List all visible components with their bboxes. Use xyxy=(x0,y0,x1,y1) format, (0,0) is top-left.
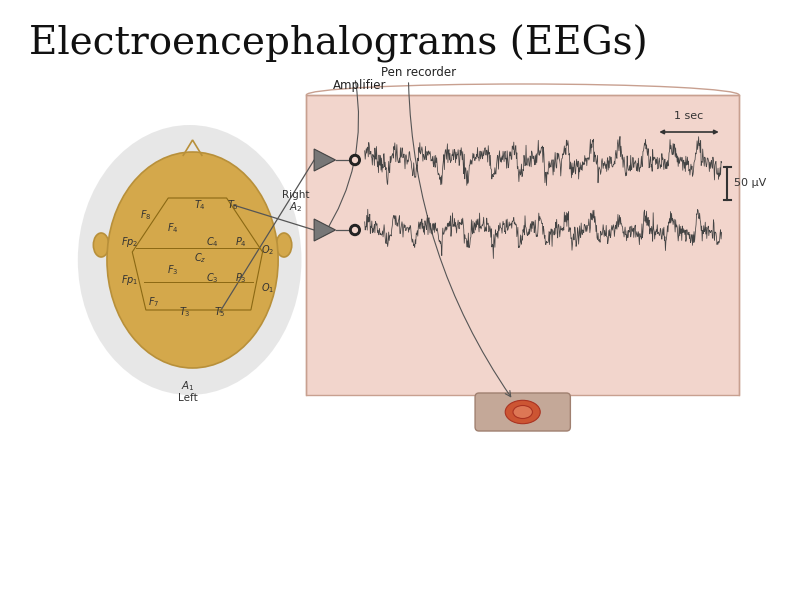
Ellipse shape xyxy=(94,233,109,257)
Text: $F_4$: $F_4$ xyxy=(167,221,179,235)
Ellipse shape xyxy=(513,406,533,419)
Text: $C_4$: $C_4$ xyxy=(206,235,218,249)
Text: Amplifier: Amplifier xyxy=(333,79,386,91)
Ellipse shape xyxy=(107,152,278,368)
Circle shape xyxy=(353,227,358,232)
Text: $P_3$: $P_3$ xyxy=(235,271,247,285)
Text: Left: Left xyxy=(178,393,198,403)
Text: $O_1$: $O_1$ xyxy=(261,281,274,295)
Ellipse shape xyxy=(506,400,540,424)
Text: Pen recorder: Pen recorder xyxy=(381,67,456,79)
Circle shape xyxy=(350,224,360,235)
Ellipse shape xyxy=(276,233,292,257)
FancyBboxPatch shape xyxy=(306,95,739,395)
Text: $P_4$: $P_4$ xyxy=(235,235,247,249)
Text: $Fp_2$: $Fp_2$ xyxy=(121,235,138,249)
Polygon shape xyxy=(314,219,335,241)
Text: $T_6$: $T_6$ xyxy=(227,198,239,212)
Text: $C_z$: $C_z$ xyxy=(194,251,206,265)
Text: $T_4$: $T_4$ xyxy=(194,198,206,212)
Text: $T_5$: $T_5$ xyxy=(214,305,226,319)
Text: Electroencephalograms (EEGs): Electroencephalograms (EEGs) xyxy=(29,25,648,64)
Polygon shape xyxy=(314,149,335,171)
FancyBboxPatch shape xyxy=(475,393,570,431)
Circle shape xyxy=(353,157,358,163)
Text: 1 sec: 1 sec xyxy=(674,111,704,121)
Text: $A_2$: $A_2$ xyxy=(289,200,302,214)
Text: $F_8$: $F_8$ xyxy=(140,208,152,222)
Text: $C_3$: $C_3$ xyxy=(206,271,218,285)
Text: $O_2$: $O_2$ xyxy=(261,243,274,257)
Text: 50 μV: 50 μV xyxy=(734,179,766,188)
Text: $A_1$: $A_1$ xyxy=(181,379,194,393)
Text: $Fp_1$: $Fp_1$ xyxy=(121,273,138,287)
Text: Right: Right xyxy=(282,190,310,200)
Text: $F_3$: $F_3$ xyxy=(167,263,178,277)
Circle shape xyxy=(350,154,360,166)
Text: $F_7$: $F_7$ xyxy=(148,295,159,309)
Ellipse shape xyxy=(78,125,302,395)
Text: $T_3$: $T_3$ xyxy=(179,305,190,319)
